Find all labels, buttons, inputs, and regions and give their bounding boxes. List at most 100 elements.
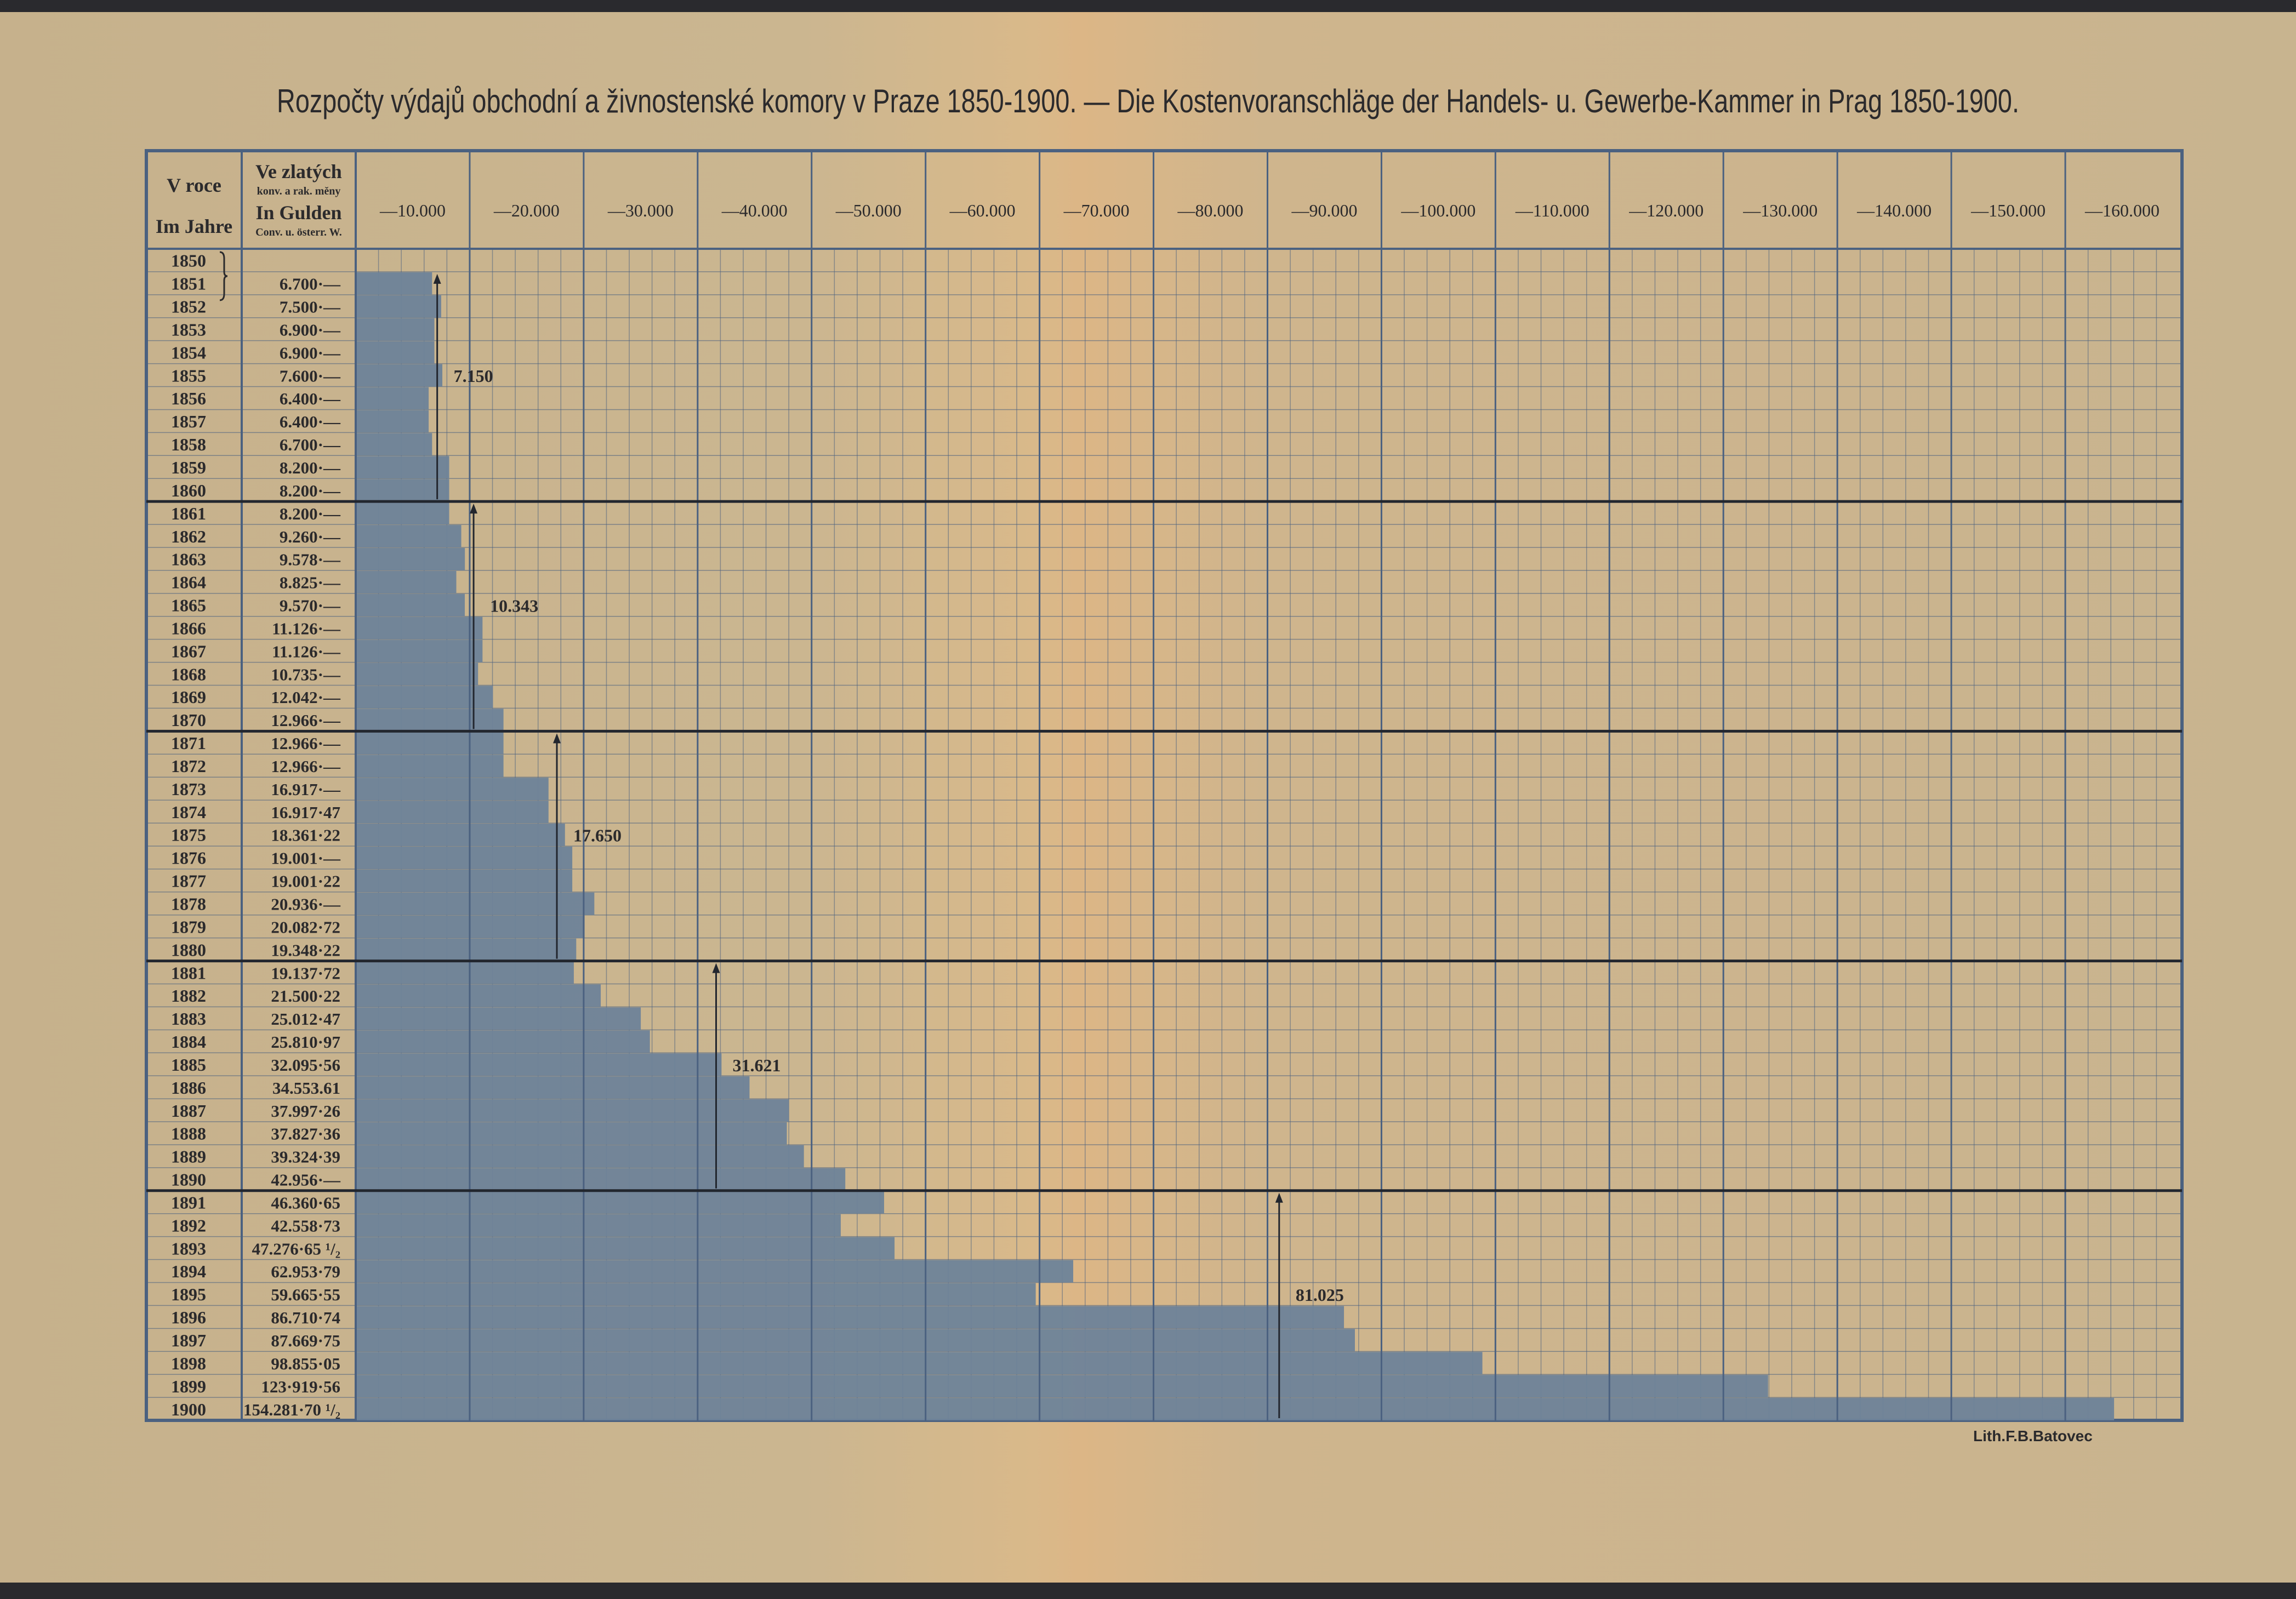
bar-1863: [356, 547, 465, 570]
bar-1896: [356, 1306, 1344, 1329]
value-column-header: konv. a rak. měny: [257, 185, 341, 197]
bar-1895: [356, 1283, 1036, 1306]
value-label: 154.281·70 ¹/₂: [243, 1400, 340, 1419]
x-tick-label: —30.000: [607, 201, 674, 220]
x-tick-label: —90.000: [1291, 201, 1357, 220]
x-tick-label: —150.000: [1970, 201, 2046, 220]
x-tick-label: —120.000: [1628, 201, 1704, 220]
bar-1868: [356, 663, 478, 686]
scan-edge-bottom: [0, 1583, 2296, 1599]
bar-1876: [356, 846, 573, 869]
bar-1871: [356, 732, 504, 755]
bar-1872: [356, 755, 504, 778]
value-label: 6.700·—: [280, 275, 341, 294]
value-label: 9.260·—: [280, 527, 341, 546]
bar-1858: [356, 433, 432, 456]
year-label: 1859: [171, 458, 206, 477]
value-label: 6.900·—: [280, 343, 341, 362]
year-label: 1900: [171, 1400, 206, 1419]
x-tick-label: —20.000: [493, 201, 560, 220]
bar-1894: [356, 1260, 1074, 1283]
value-label: 42.558·73: [271, 1216, 340, 1235]
bar-1853: [356, 318, 435, 341]
value-label: 7.500·—: [280, 298, 341, 317]
bar-1886: [356, 1076, 750, 1099]
year-label: 1881: [171, 963, 206, 983]
bar-1856: [356, 387, 429, 410]
value-label: 16.917·—: [271, 780, 341, 799]
year-column-header: V roce: [167, 174, 221, 196]
year-label: 1894: [171, 1261, 206, 1281]
bar-1851: [356, 272, 432, 295]
year-label: 1871: [171, 733, 206, 753]
bar-1864: [356, 570, 457, 593]
value-label: 42.956·—: [271, 1170, 341, 1190]
year-column-header: Im Jahre: [156, 215, 232, 237]
year-label: 1891: [171, 1192, 206, 1212]
value-label: 7.600·—: [280, 366, 341, 385]
bar-1855: [356, 364, 443, 387]
value-label: 6.700·—: [280, 435, 341, 454]
bar-1860: [356, 479, 449, 502]
bar-1884: [356, 1030, 650, 1053]
value-column-header: In Gulden: [255, 202, 341, 224]
year-label: 1864: [171, 573, 206, 592]
year-label: 1850: [171, 251, 206, 271]
value-label: 8.200·—: [280, 481, 341, 500]
bar-1875: [356, 824, 565, 846]
bar-1888: [356, 1122, 787, 1145]
bar-1861: [356, 502, 449, 525]
value-label: 11.126·—: [272, 619, 341, 638]
value-label: 9.578·—: [280, 550, 341, 569]
year-label: 1857: [171, 412, 206, 431]
value-label: 25.012·47: [271, 1009, 340, 1029]
value-label: 10.735·—: [271, 665, 341, 684]
bar-1866: [356, 616, 483, 639]
year-label: 1884: [171, 1032, 206, 1052]
year-label: 1872: [171, 756, 206, 776]
x-tick-label: —130.000: [1742, 201, 1818, 220]
year-label: 1899: [171, 1377, 206, 1396]
value-label: 20.082·72: [271, 917, 340, 936]
value-label: 37.827·36: [271, 1124, 340, 1144]
value-label: 39.324·39: [271, 1147, 340, 1167]
bar-1867: [356, 639, 483, 663]
value-label: 19.137·72: [271, 963, 340, 983]
year-label: 1895: [171, 1284, 206, 1304]
year-label: 1860: [171, 481, 206, 500]
x-tick-label: —50.000: [835, 201, 902, 220]
year-label: 1866: [171, 618, 206, 638]
year-label: 1873: [171, 779, 206, 799]
value-label: 86.710·74: [271, 1308, 340, 1327]
bar-1897: [356, 1329, 1355, 1352]
bar-1857: [356, 410, 429, 433]
bar-1883: [356, 1007, 641, 1030]
bar-1892: [356, 1214, 841, 1237]
year-label: 1876: [171, 848, 206, 868]
year-label: 1863: [171, 550, 206, 569]
bar-1859: [356, 456, 449, 479]
x-tick-label: —60.000: [949, 201, 1016, 220]
year-label: 1870: [171, 710, 206, 730]
year-label: 1879: [171, 917, 206, 936]
year-label: 1861: [171, 504, 206, 523]
bar-1862: [356, 525, 462, 547]
value-label: 37.997·26: [271, 1101, 340, 1121]
value-label: 6.900·—: [280, 320, 341, 339]
bar-1887: [356, 1099, 789, 1122]
year-label: 1888: [171, 1124, 206, 1144]
value-label: 12.966·—: [271, 734, 341, 753]
bar-1891: [356, 1191, 885, 1214]
value-label: 11.126·—: [272, 642, 341, 661]
year-label: 1885: [171, 1055, 206, 1075]
value-label: 20.936·—: [271, 895, 341, 914]
year-label: 1862: [171, 527, 206, 546]
decade-average-label: 17.650: [573, 826, 622, 846]
year-label: 1893: [171, 1238, 206, 1258]
value-label: 19.001·—: [271, 849, 341, 868]
arrow-head-icon: [712, 963, 720, 973]
scan-edge-top: [0, 0, 2296, 12]
year-label: 1877: [171, 871, 206, 891]
value-label: 19.001·22: [271, 872, 340, 891]
